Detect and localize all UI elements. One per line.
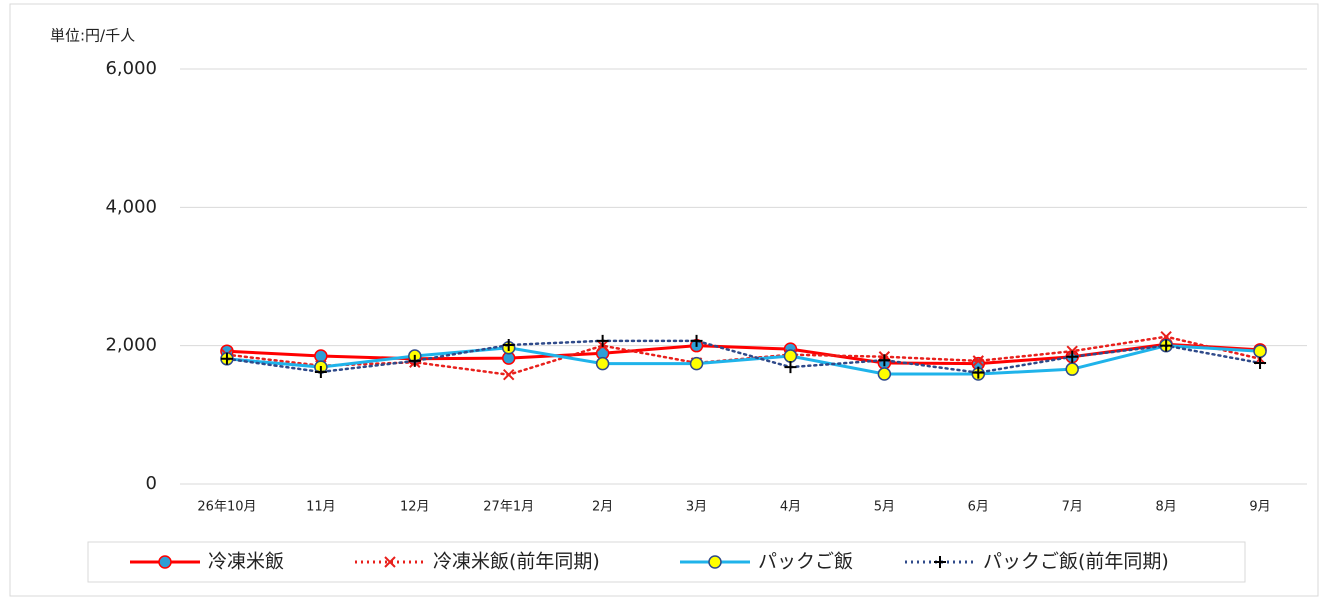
legend-marker (934, 556, 946, 568)
marker (1254, 356, 1267, 369)
legend-marker (708, 555, 722, 569)
marker (502, 338, 515, 351)
series-line (225, 339, 1262, 374)
marker (1253, 344, 1267, 358)
marker (408, 354, 421, 367)
chart-border (9, 3, 1319, 597)
marker (220, 352, 233, 365)
y-tick-label: 6,000 (105, 58, 157, 79)
marker (1066, 350, 1079, 363)
y-axis-label: 単位:円/千人 (50, 27, 135, 45)
x-tick-label: 11月 (306, 500, 336, 515)
y-tick-label: 4,000 (105, 196, 157, 217)
x-tick-label: 7月 (1062, 500, 1083, 515)
marker (1065, 362, 1079, 376)
marker (595, 356, 610, 371)
y-tick-label: 2,000 (105, 335, 157, 356)
x-tick-label: 8月 (1155, 500, 1176, 515)
x-tick-label: 27年1月 (483, 500, 534, 515)
marker (596, 334, 609, 347)
legend-marker (384, 556, 396, 568)
legend-marker (158, 555, 172, 569)
x-tick-label: 12月 (400, 500, 430, 515)
x-tick-label: 4月 (780, 500, 801, 515)
legend-label: 冷凍米飯 (208, 551, 284, 573)
x-tick-label: 26年10月 (197, 500, 256, 515)
marker (689, 356, 704, 371)
legend-label: 冷凍米飯(前年同期) (433, 551, 600, 573)
marker (877, 367, 892, 381)
marker (972, 366, 985, 379)
marker (1160, 339, 1173, 352)
legend-label: パックご飯(前年同期) (983, 551, 1169, 573)
marker (503, 369, 515, 381)
x-tick-label: 5月 (874, 500, 895, 515)
x-tick-label: 3月 (686, 500, 707, 515)
legend-label: パックご飯 (758, 551, 853, 573)
x-tick-label: 2月 (592, 500, 613, 515)
marker (972, 355, 984, 367)
marker (784, 361, 797, 374)
x-tick-label: 6月 (968, 500, 989, 515)
series-line (225, 344, 1262, 376)
marker (783, 349, 798, 363)
marker (878, 354, 891, 367)
y-tick-label: 0 (146, 473, 157, 494)
marker (314, 365, 327, 378)
x-tick-label: 9月 (1249, 500, 1270, 515)
marker (690, 334, 703, 347)
legend-box (87, 541, 1246, 583)
